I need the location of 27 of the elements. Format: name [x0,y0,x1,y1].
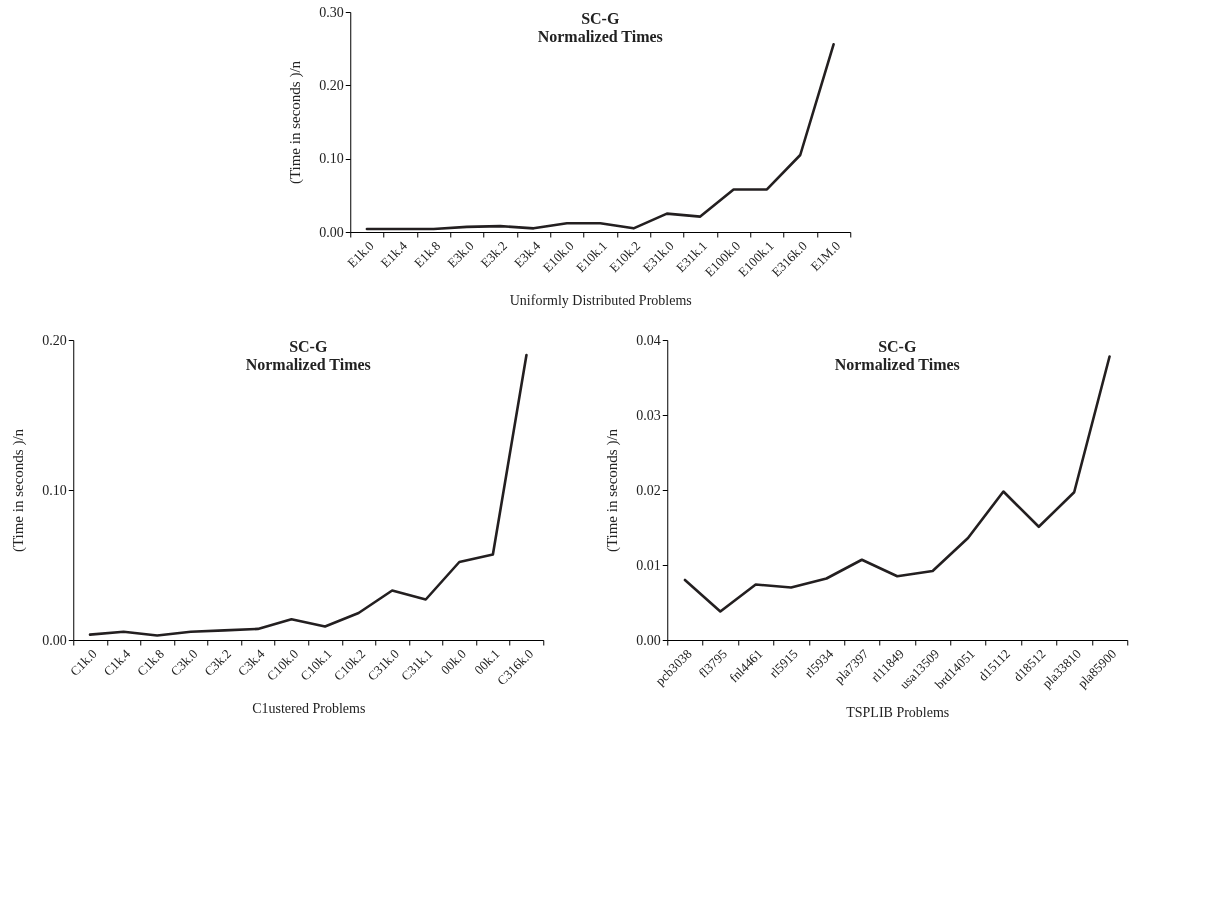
y-axis-title: (Time in seconds )/n [10,428,28,553]
line-series [683,355,1111,613]
text: Normalized Times [834,356,960,373]
y-tick-label: 0.10 [42,482,67,498]
y-tick-label: 0.30 [319,4,344,20]
x-axis-title: C1ustered Problems [252,701,366,717]
y-tick-label: 0.01 [636,557,661,573]
y-tick-label: 0.10 [319,151,344,167]
y-tick-label: 0.03 [636,407,661,423]
chart-title: SC-G [289,338,328,355]
text: Normalized Times [245,356,371,373]
line-series [365,42,835,231]
chart-title: SC-G [581,10,620,27]
y-tick-label: 0.00 [42,632,67,648]
y-tick-label: 0.04 [636,332,661,348]
y-tick-label: 0.02 [636,482,661,498]
x-axis-title: Uniformly Distributed Problems [509,292,692,308]
text: Normalized Times [537,28,663,45]
y-tick-label: 0.00 [636,632,661,648]
y-tick-label: 0.20 [319,77,344,93]
y-tick-label: 0.20 [42,332,67,348]
x-axis-title: TSPLIB Problems [846,704,950,720]
y-tick-label: 0.00 [319,224,344,240]
line-series [88,353,528,637]
y-axis-title: (Time in seconds )/n [287,60,305,185]
y-axis-title: (Time in seconds )/n [604,428,622,553]
chart-title: SC-G [878,338,917,355]
